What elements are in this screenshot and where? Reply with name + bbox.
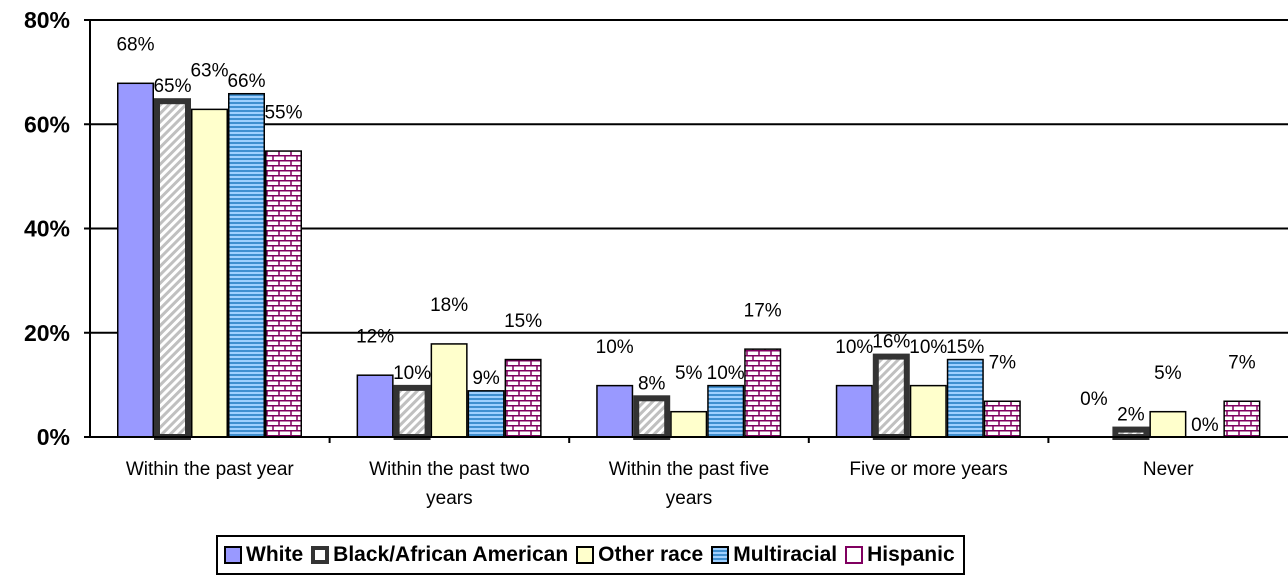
bar-hispanic — [265, 150, 302, 438]
data-label: 9% — [472, 368, 500, 389]
legend-label: Hispanic — [867, 543, 955, 566]
bar-white — [596, 384, 634, 438]
x-tick-label: years — [666, 488, 712, 509]
x-tick-label: Never — [1143, 459, 1194, 480]
data-label: 0% — [1080, 389, 1108, 410]
legend-item: Other race — [576, 543, 703, 567]
data-label: 10% — [707, 363, 745, 384]
data-label: 65% — [153, 76, 191, 97]
legend-swatch — [311, 546, 330, 564]
data-label: 0% — [1191, 415, 1219, 436]
data-label: 10% — [596, 337, 634, 358]
legend-item: White — [224, 543, 303, 567]
data-label: 7% — [989, 353, 1017, 374]
x-tick-label: Within the past five — [609, 459, 770, 480]
x-tick-label: Five or more years — [849, 459, 1007, 480]
bar-black-african-american — [393, 384, 431, 440]
data-label: 2% — [1117, 405, 1145, 426]
bar-hispanic — [983, 400, 1021, 438]
bar-hispanic — [1223, 400, 1261, 438]
bar-other-race — [430, 343, 468, 438]
x-tick-label: years — [426, 488, 472, 509]
x-tick-label: Within the past year — [126, 459, 295, 480]
data-label: 15% — [946, 337, 984, 358]
bar-multiracial — [467, 390, 505, 438]
legend-label: Multiracial — [733, 543, 838, 566]
legend-swatch — [224, 546, 242, 564]
bar-chart: 0% 20% 40% 60% 80% 68% 65%63%66% 55% Within the … — [24, 7, 1288, 509]
data-label: 16% — [872, 332, 910, 353]
bar-other-race — [1149, 410, 1187, 438]
bar-white — [835, 384, 873, 438]
data-label: 10% — [835, 337, 873, 358]
bar-black-african-american — [1112, 426, 1150, 441]
data-label: 68% — [116, 35, 154, 56]
bar-white — [117, 82, 154, 438]
bar-other-race — [191, 108, 228, 438]
legend-swatch — [845, 546, 864, 564]
y-tick-label: 80% — [24, 7, 70, 33]
x-tick-label: Within the past two — [369, 459, 530, 480]
legend: White Black/African American Other race Mul… — [216, 535, 965, 575]
data-label: 7% — [1228, 353, 1256, 374]
bar-other-race — [909, 384, 947, 438]
y-tick-label: 20% — [24, 320, 70, 346]
y-tick-label: 60% — [24, 111, 70, 137]
data-label: 10% — [393, 363, 431, 384]
data-label: 63% — [190, 61, 228, 82]
data-label: 8% — [638, 373, 666, 394]
legend-item: Multiracial — [711, 543, 837, 567]
legend-label: Black/African American — [333, 543, 569, 566]
data-label: 15% — [504, 311, 542, 332]
data-label: 5% — [1154, 363, 1182, 384]
bar-multiracial — [707, 384, 745, 438]
legend-label: Other race — [598, 543, 704, 566]
bar-multiracial — [946, 358, 984, 438]
data-label: 18% — [430, 295, 468, 316]
data-label: 12% — [356, 326, 394, 347]
bar-white — [356, 374, 394, 438]
y-tick-label: 40% — [24, 216, 70, 242]
y-tick-label: 0% — [37, 424, 70, 450]
bar-black-african-american — [154, 98, 191, 440]
legend-item: Hispanic — [845, 543, 955, 567]
data-label: 55% — [264, 102, 302, 123]
legend-item: Black/African American — [311, 543, 568, 567]
bar-hispanic — [744, 348, 782, 438]
legend-swatch — [576, 546, 595, 564]
bar-multiracial — [228, 92, 265, 438]
bar-hispanic — [504, 358, 542, 438]
bar-black-african-american — [633, 395, 671, 440]
bar-black-african-american — [872, 353, 910, 441]
data-label: 5% — [675, 363, 703, 384]
legend-label: White — [246, 543, 304, 566]
bar-other-race — [670, 410, 708, 438]
data-label: 66% — [227, 71, 265, 92]
data-label: 17% — [744, 300, 782, 321]
data-label: 10% — [909, 337, 947, 358]
legend-swatch — [711, 546, 730, 564]
